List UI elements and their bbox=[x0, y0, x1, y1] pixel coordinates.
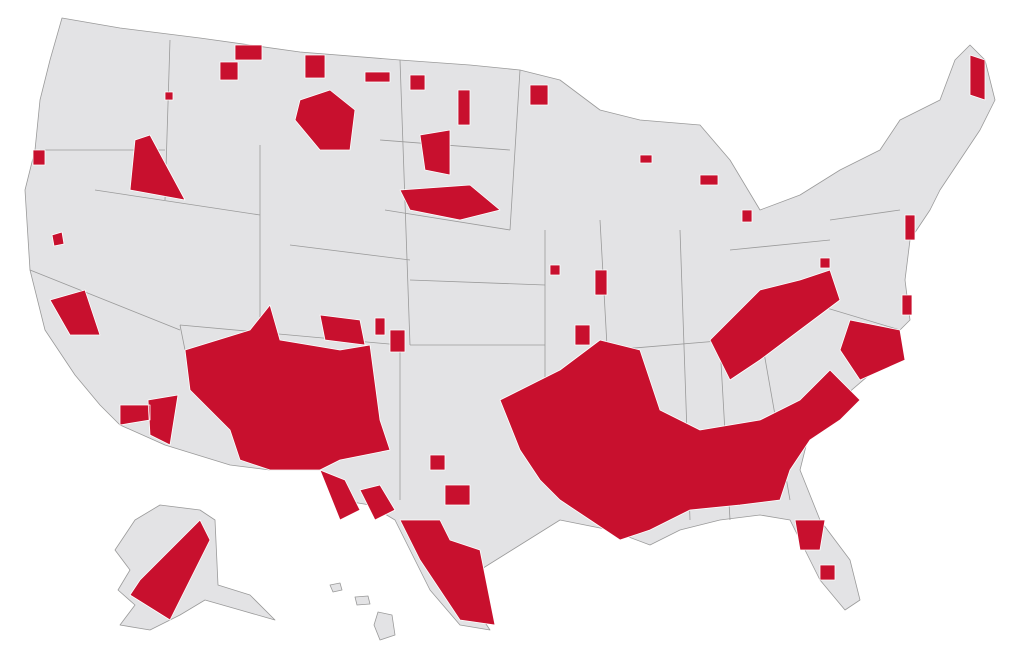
highlighted-region bbox=[839, 319, 906, 381]
highlighted-counties bbox=[32, 44, 986, 626]
highlighted-region bbox=[184, 304, 391, 471]
highlighted-region bbox=[794, 519, 836, 581]
hawaii bbox=[329, 582, 396, 641]
highlighted-region bbox=[499, 339, 861, 541]
highlighted-region bbox=[319, 314, 406, 353]
highlighted-region bbox=[49, 289, 101, 336]
highlighted-region bbox=[219, 44, 549, 126]
highlighted-region bbox=[399, 184, 501, 221]
highlighted-region bbox=[709, 269, 841, 381]
highlighted-region bbox=[129, 519, 211, 621]
highlighted-region bbox=[294, 89, 356, 151]
highlighted-region bbox=[639, 154, 916, 316]
highlighted-region bbox=[319, 469, 396, 521]
highlighted-region bbox=[129, 134, 186, 201]
highlighted-region bbox=[419, 129, 451, 176]
highlighted-region bbox=[429, 257, 831, 506]
highlighted-region bbox=[119, 394, 179, 446]
highlighted-region bbox=[399, 519, 496, 626]
highlighted-region bbox=[969, 54, 986, 101]
highlighted-region bbox=[32, 91, 174, 247]
